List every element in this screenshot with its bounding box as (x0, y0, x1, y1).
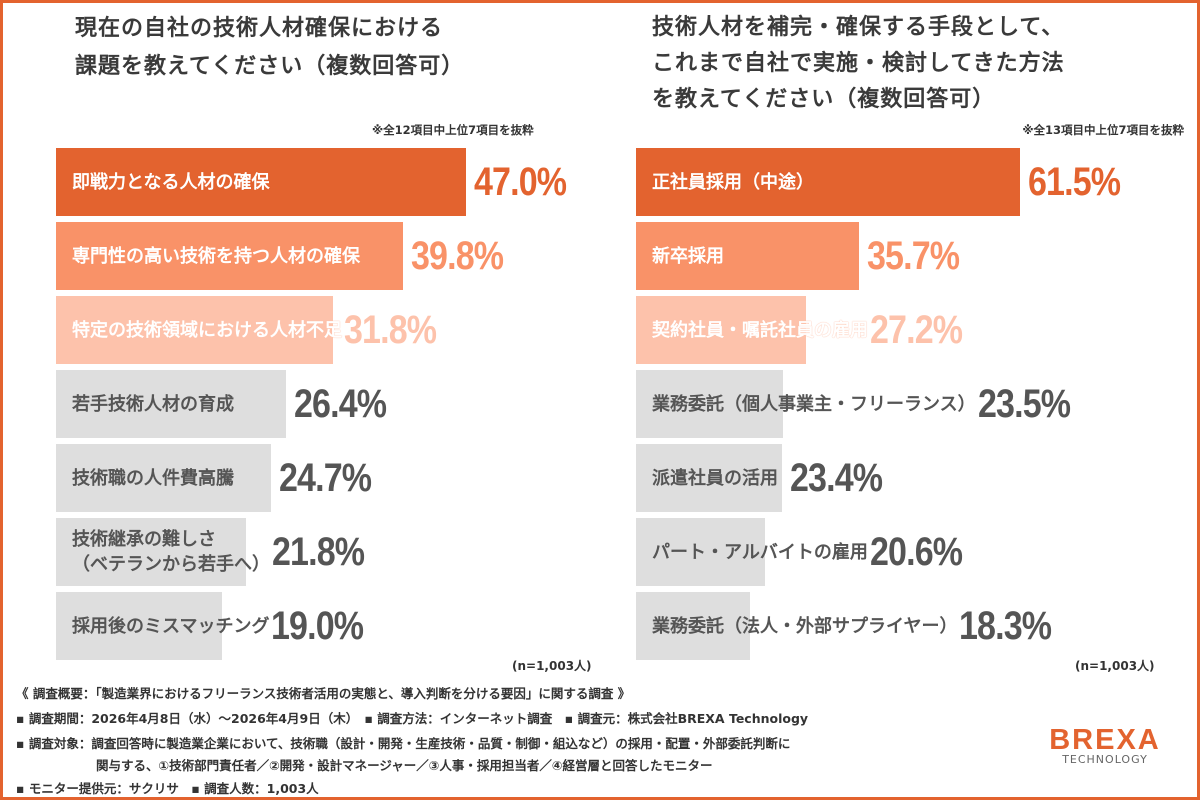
bar-label: 技術継承の難しさ （ベテランから若手へ） (72, 529, 270, 575)
bar (636, 444, 783, 512)
bar-label: 新卒採用 (652, 245, 724, 267)
right-sample-size: (n=1,003人) (1075, 659, 1155, 673)
survey-target-line-2: 関与する、①技術部門責任者／②開発・設計マネージャー／③人事・採用担当者／④経営… (96, 758, 713, 773)
bar (56, 296, 334, 364)
bar-label: 採用後のミスマッチング (72, 615, 270, 637)
bar (56, 518, 247, 586)
right-chart-title: 技術人材を補完・確保する手段として、 これまで自社で実施・検討してきた方法 を教… (652, 15, 1065, 112)
bar (56, 592, 222, 660)
bar-label: 業務委託（法人・外部サプライヤー） (652, 615, 958, 637)
left-chart-title: 現在の自社の技術人材確保における 課題を教えてください（複数回答可） (75, 16, 465, 79)
bar (636, 222, 859, 290)
bar (636, 370, 783, 438)
bar-label: パート・アルバイトの雇用 (652, 541, 868, 563)
value-label: 21.8% (272, 529, 365, 574)
bar (636, 518, 765, 586)
bar (636, 148, 1020, 216)
bar (56, 222, 404, 290)
bar-label: 特定の技術領域における人材不足 (72, 319, 342, 341)
value-label: 23.4% (790, 455, 883, 500)
bar-label: 業務委託（個人事業主・フリーランス） (652, 393, 976, 415)
value-label: 39.8% (411, 233, 504, 278)
value-label: 31.8% (344, 307, 437, 352)
bar (636, 296, 806, 364)
bar-label: 技術職の人件費高騰 (72, 467, 234, 489)
value-label: 27.2% (870, 307, 963, 352)
bar (56, 148, 466, 216)
bar-label: 若手技術人材の育成 (72, 393, 234, 415)
logo-sub: TECHNOLOGY (1062, 753, 1148, 766)
left-chart-note: ※全12項目中上位7項目を抜粋 (372, 123, 534, 137)
bar-label: 即戦力となる人材の確保 (72, 171, 270, 193)
value-label: 19.0% (271, 603, 364, 648)
survey-monitor-line: ▪ モニター提供元：サクリサ ▪ 調査人数：1,003人 (16, 781, 319, 796)
bar-label: 派遣社員の活用 (652, 467, 778, 489)
value-label: 26.4% (294, 381, 387, 426)
value-label: 61.5% (1028, 159, 1121, 204)
survey-period-line: ▪ 調査期間：2026年4月8日（水）〜2026年4月9日（木） ▪ 調査方法：… (16, 711, 809, 726)
left-sample-size: (n=1,003人) (512, 659, 592, 673)
value-label: 18.3% (959, 603, 1052, 648)
logo-name: BREXA (1049, 724, 1161, 756)
value-label: 24.7% (279, 455, 372, 500)
survey-target-line: ▪ 調査対象：調査回答時に製造業企業において、技術職（設計・開発・生産技術・品質… (16, 736, 791, 751)
bar (636, 592, 751, 660)
value-label: 47.0% (474, 159, 567, 204)
survey-summary: 《 調査概要：「製造業界におけるフリーランス技術者活用の実態と、導入判断を分ける… (16, 686, 631, 701)
value-label: 35.7% (866, 233, 960, 278)
value-label: 20.6% (869, 529, 963, 574)
bar (56, 444, 272, 512)
bar-label: 契約社員・嘱託社員の雇用 (652, 319, 868, 341)
right-chart-note: ※全13項目中上位7項目を抜粋 (1022, 123, 1184, 137)
brexa-logo: BREXA TECHNOLOGY (1020, 724, 1190, 766)
value-label: 23.5% (977, 381, 1071, 426)
bar-label: 専門性の高い技術を持つ人材の確保 (72, 245, 360, 267)
bar-label: 正社員採用（中途） (652, 171, 814, 193)
bar (56, 370, 287, 438)
